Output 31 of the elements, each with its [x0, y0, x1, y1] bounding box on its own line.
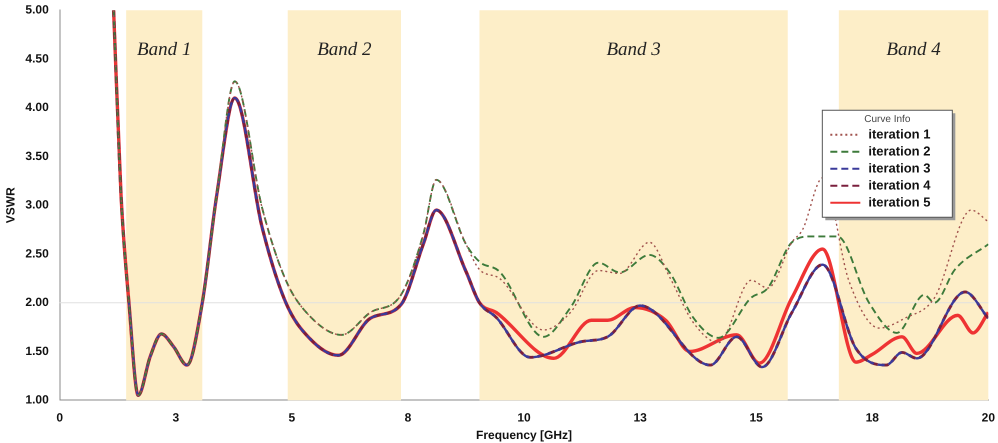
y-tick-label: 4.50	[25, 51, 50, 66]
legend-label: iteration 1	[868, 126, 930, 142]
x-tick-label: 5	[288, 410, 296, 425]
y-tick-label: 1.50	[25, 344, 50, 358]
y-tick-label: 3.50	[25, 148, 50, 163]
y-tick-label: 4.00	[25, 100, 50, 114]
band-label: Band 4	[886, 39, 942, 60]
legend-label: iteration 2	[868, 143, 930, 158]
y-tick-label: 2.50	[25, 246, 50, 260]
band-label: Band 1	[137, 39, 192, 60]
y-tick-label: 2.00	[25, 295, 50, 310]
y-axis-title: VSWR	[4, 186, 18, 224]
x-tick-label: 20	[982, 410, 996, 425]
x-tick-label: 10	[517, 410, 532, 425]
band-label: Band 3	[606, 39, 661, 60]
x-tick-label: 15	[750, 410, 764, 425]
legend-label: iteration 4	[868, 177, 932, 192]
legend-label: iteration 3	[868, 160, 930, 176]
legend-title: Curve Info	[864, 114, 911, 125]
y-tick-label: 5.00	[25, 2, 50, 17]
x-tick-label: 3	[172, 410, 180, 425]
x-tick-label: 8	[404, 410, 412, 425]
legend-label: iteration 5	[868, 194, 930, 210]
x-tick-label: 0	[56, 410, 64, 425]
x-tick-label: 18	[866, 410, 880, 425]
y-tick-label: 1.00	[25, 392, 50, 407]
y-tick-label: 3.00	[25, 198, 50, 212]
x-axis-title: Frequency [GHz]	[476, 428, 572, 442]
band-label: Band 2	[317, 39, 372, 60]
line-series	[128, 96, 988, 397]
x-tick-label: 13	[633, 410, 648, 425]
